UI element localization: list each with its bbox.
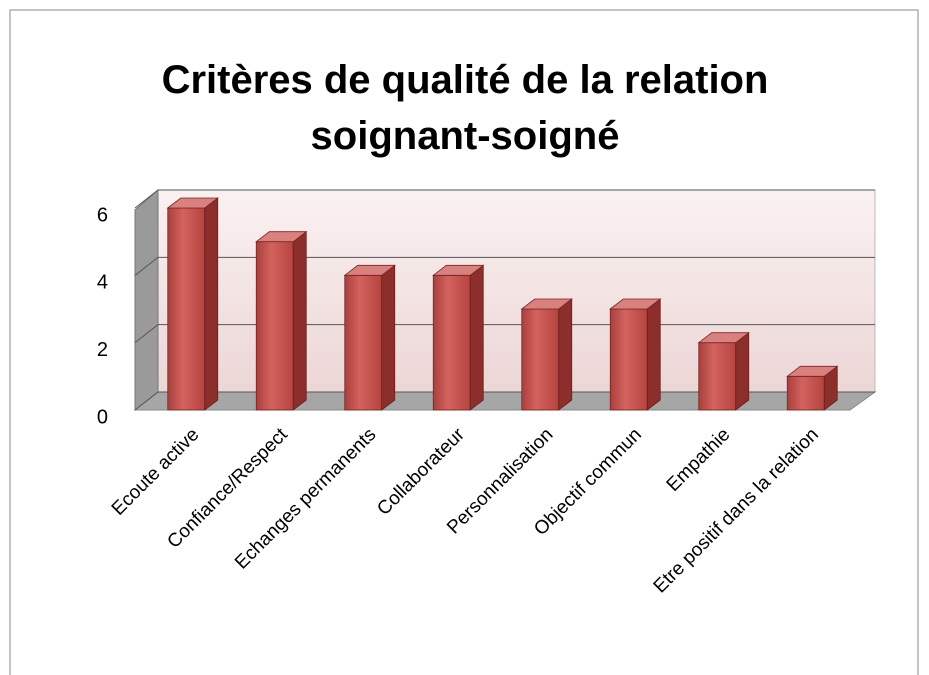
chart-border bbox=[9, 9, 919, 675]
bar-front bbox=[698, 342, 737, 411]
bar-top bbox=[255, 231, 308, 243]
grid-line-side bbox=[134, 256, 159, 276]
bar-side bbox=[469, 264, 484, 411]
bar-side bbox=[292, 230, 307, 411]
bar-side bbox=[204, 197, 219, 411]
bar-front bbox=[255, 241, 294, 411]
bar-front bbox=[344, 274, 383, 411]
bar-front bbox=[521, 308, 560, 411]
bar-side bbox=[558, 298, 573, 411]
chart-title: Critères de qualité de la relation soign… bbox=[161, 58, 769, 158]
bar bbox=[786, 365, 839, 411]
bar bbox=[343, 264, 396, 411]
y-tick-label: 0 bbox=[97, 406, 108, 428]
bar-side bbox=[735, 331, 750, 411]
bar-top bbox=[166, 197, 219, 209]
bar-top bbox=[432, 264, 485, 276]
floor bbox=[133, 391, 877, 411]
bar bbox=[520, 298, 573, 411]
bar bbox=[166, 197, 219, 411]
bar bbox=[609, 298, 662, 411]
bar-front bbox=[167, 207, 206, 411]
grid-line-side bbox=[134, 324, 159, 344]
bar-top bbox=[520, 298, 573, 310]
bar-top bbox=[697, 332, 750, 344]
bar-front bbox=[432, 274, 471, 411]
bar-front bbox=[609, 308, 648, 411]
bar-top bbox=[786, 365, 839, 377]
bar-front bbox=[786, 375, 825, 411]
x-tick-label: Ecoute active bbox=[108, 424, 204, 520]
y-tick-label: 6 bbox=[97, 204, 108, 226]
bar-top bbox=[609, 298, 662, 310]
bar bbox=[432, 264, 485, 411]
side-wall bbox=[134, 188, 159, 412]
y-tick-label: 4 bbox=[97, 272, 108, 294]
x-tick-label: Collaborateur bbox=[373, 424, 469, 520]
y-tick-label: 2 bbox=[97, 339, 108, 361]
bar-side bbox=[646, 298, 661, 411]
x-tick-label: Empathie bbox=[663, 424, 735, 496]
bar bbox=[255, 230, 308, 411]
bar-side bbox=[381, 264, 396, 411]
bar bbox=[697, 331, 750, 411]
grid-line-side bbox=[134, 189, 159, 209]
x-tick-label: Etre positif dans la relation bbox=[650, 424, 823, 597]
grid-line-side bbox=[134, 391, 159, 411]
bar-top bbox=[343, 264, 396, 276]
